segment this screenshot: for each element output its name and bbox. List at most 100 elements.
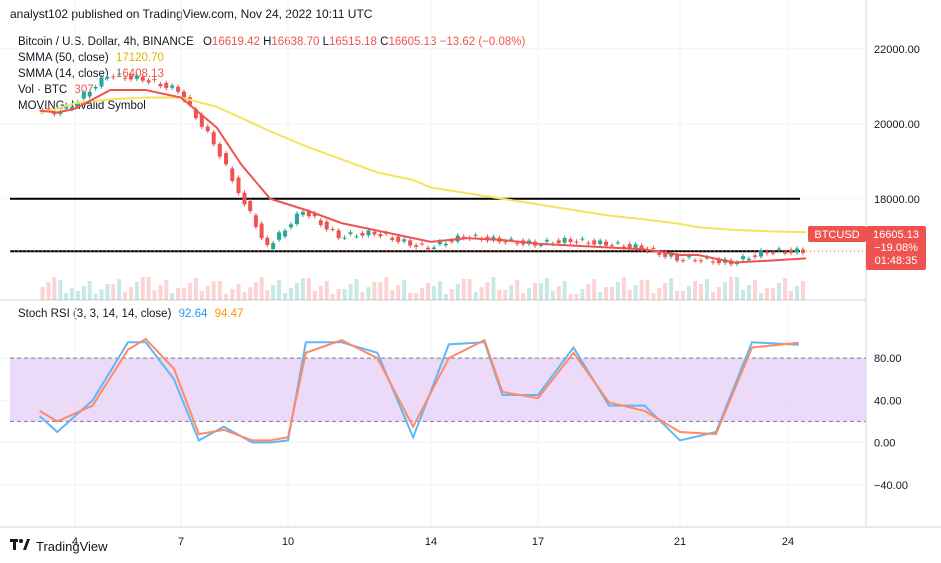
- time-tick-label: 21: [674, 536, 686, 548]
- candle-body: [651, 247, 656, 249]
- volume-bar: [199, 291, 204, 300]
- candle-body: [134, 75, 139, 79]
- symbol-badge-text: BTCUSD: [814, 229, 859, 241]
- candle-body: [777, 248, 781, 250]
- volume-bar: [592, 279, 597, 300]
- candle-body: [639, 245, 644, 250]
- stoch-label: Stoch RSI (3, 3, 14, 14, close): [18, 308, 172, 320]
- volume-bar: [699, 284, 703, 300]
- volume-bar: [117, 279, 122, 300]
- candle-body: [771, 252, 775, 254]
- candle-body: [199, 114, 204, 127]
- volume-bar: [46, 282, 51, 300]
- volume-bar: [789, 291, 793, 300]
- tradingview-logo[interactable]: TradingView: [10, 538, 108, 554]
- candle-body: [426, 247, 431, 250]
- volume-bar: [176, 288, 181, 300]
- volume-bar: [759, 293, 763, 300]
- smma14-line: [39, 89, 807, 264]
- volume-bar: [681, 291, 685, 300]
- indicator-smma14[interactable]: SMMA (14, close) 16408.13: [18, 68, 164, 80]
- candle-body: [336, 230, 341, 239]
- volume-bar: [639, 280, 644, 300]
- candle-body: [372, 231, 377, 235]
- last-price-badge: [866, 226, 926, 270]
- candle-body: [140, 76, 145, 81]
- volume-bar: [550, 291, 555, 300]
- volume-bar: [283, 293, 288, 300]
- candle-body: [58, 111, 63, 114]
- stoch-d-line: [39, 337, 799, 442]
- volume-bar: [271, 285, 276, 300]
- candle-body: [70, 106, 75, 109]
- volume-bar: [224, 294, 229, 300]
- volume-bar: [443, 294, 448, 300]
- symbol-name: Bitcoin / U.S. Dollar, 4h, BINANCE: [18, 36, 194, 48]
- low-value: 16515.18: [328, 36, 377, 48]
- candle-body: [408, 240, 413, 246]
- stoch-k-line: [38, 341, 799, 444]
- volume-bar: [663, 283, 668, 300]
- volume-bar: [574, 294, 579, 300]
- candle-body: [211, 132, 216, 145]
- candle-body: [699, 260, 703, 262]
- candle-body: [621, 246, 626, 248]
- candles: [40, 71, 805, 267]
- candle-body: [354, 236, 359, 238]
- candle-body: [187, 97, 192, 105]
- candle-body: [431, 247, 436, 249]
- stoch-band-fill: [10, 358, 866, 422]
- candle-body: [360, 232, 365, 236]
- candle-body: [81, 92, 86, 99]
- publisher-header: analyst102 published on TradingView.com,…: [10, 7, 373, 21]
- volume-bar: [420, 288, 425, 300]
- close-value: 16605.13: [388, 36, 437, 48]
- candle-body: [515, 242, 520, 244]
- candle-body: [300, 211, 305, 215]
- volume-bar: [70, 288, 75, 300]
- candle-body: [146, 80, 151, 83]
- volume-bar: [527, 288, 532, 300]
- candle-body: [669, 254, 674, 257]
- volume-bar: [366, 287, 371, 300]
- support-resistance-lines[interactable]: [10, 197, 866, 253]
- volume-bar: [402, 280, 407, 300]
- candle-body: [687, 256, 691, 258]
- candle-body: [158, 84, 163, 87]
- candle-body: [253, 215, 258, 227]
- volume-bar: [705, 279, 709, 300]
- volume-bar: [431, 286, 436, 300]
- volume-bar: [277, 280, 282, 300]
- candle-body: [111, 76, 116, 78]
- volume-bar: [372, 282, 377, 300]
- stoch-legend[interactable]: Stoch RSI (3, 3, 14, 14, close) 92.64 94…: [18, 308, 243, 320]
- candle-body: [312, 212, 317, 217]
- volume-bar: [253, 282, 258, 300]
- candle-body: [277, 232, 282, 240]
- candle-body: [538, 245, 543, 246]
- volume-bar: [360, 292, 365, 300]
- volume-bar: [93, 294, 98, 300]
- candle-body: [288, 224, 293, 228]
- price-tick-label: 20000.00: [874, 119, 920, 131]
- candle-body: [693, 260, 697, 262]
- indicator-smma50[interactable]: SMMA (50, close) 17120.70: [18, 52, 164, 64]
- volume-bar: [473, 292, 478, 300]
- high-key: H: [263, 36, 272, 48]
- candle-body: [99, 77, 104, 87]
- candle-body: [75, 101, 80, 107]
- bar-timer-text: 01:48:35: [875, 255, 918, 267]
- candle-body: [259, 223, 264, 239]
- symbol-legend: Bitcoin / U.S. Dollar, 4h, BINANCE O1661…: [18, 36, 525, 48]
- candle-body: [105, 76, 110, 79]
- volume-bar: [152, 290, 157, 300]
- stoch-k-value: 92.64: [178, 308, 208, 320]
- candle-body: [711, 261, 715, 263]
- smma50-line: [39, 96, 807, 234]
- tradingview-mark-icon: [10, 538, 30, 554]
- volume-bars: [40, 277, 805, 300]
- volume-bar: [627, 290, 632, 300]
- candle-body: [176, 86, 181, 92]
- volume-bar: [491, 277, 496, 300]
